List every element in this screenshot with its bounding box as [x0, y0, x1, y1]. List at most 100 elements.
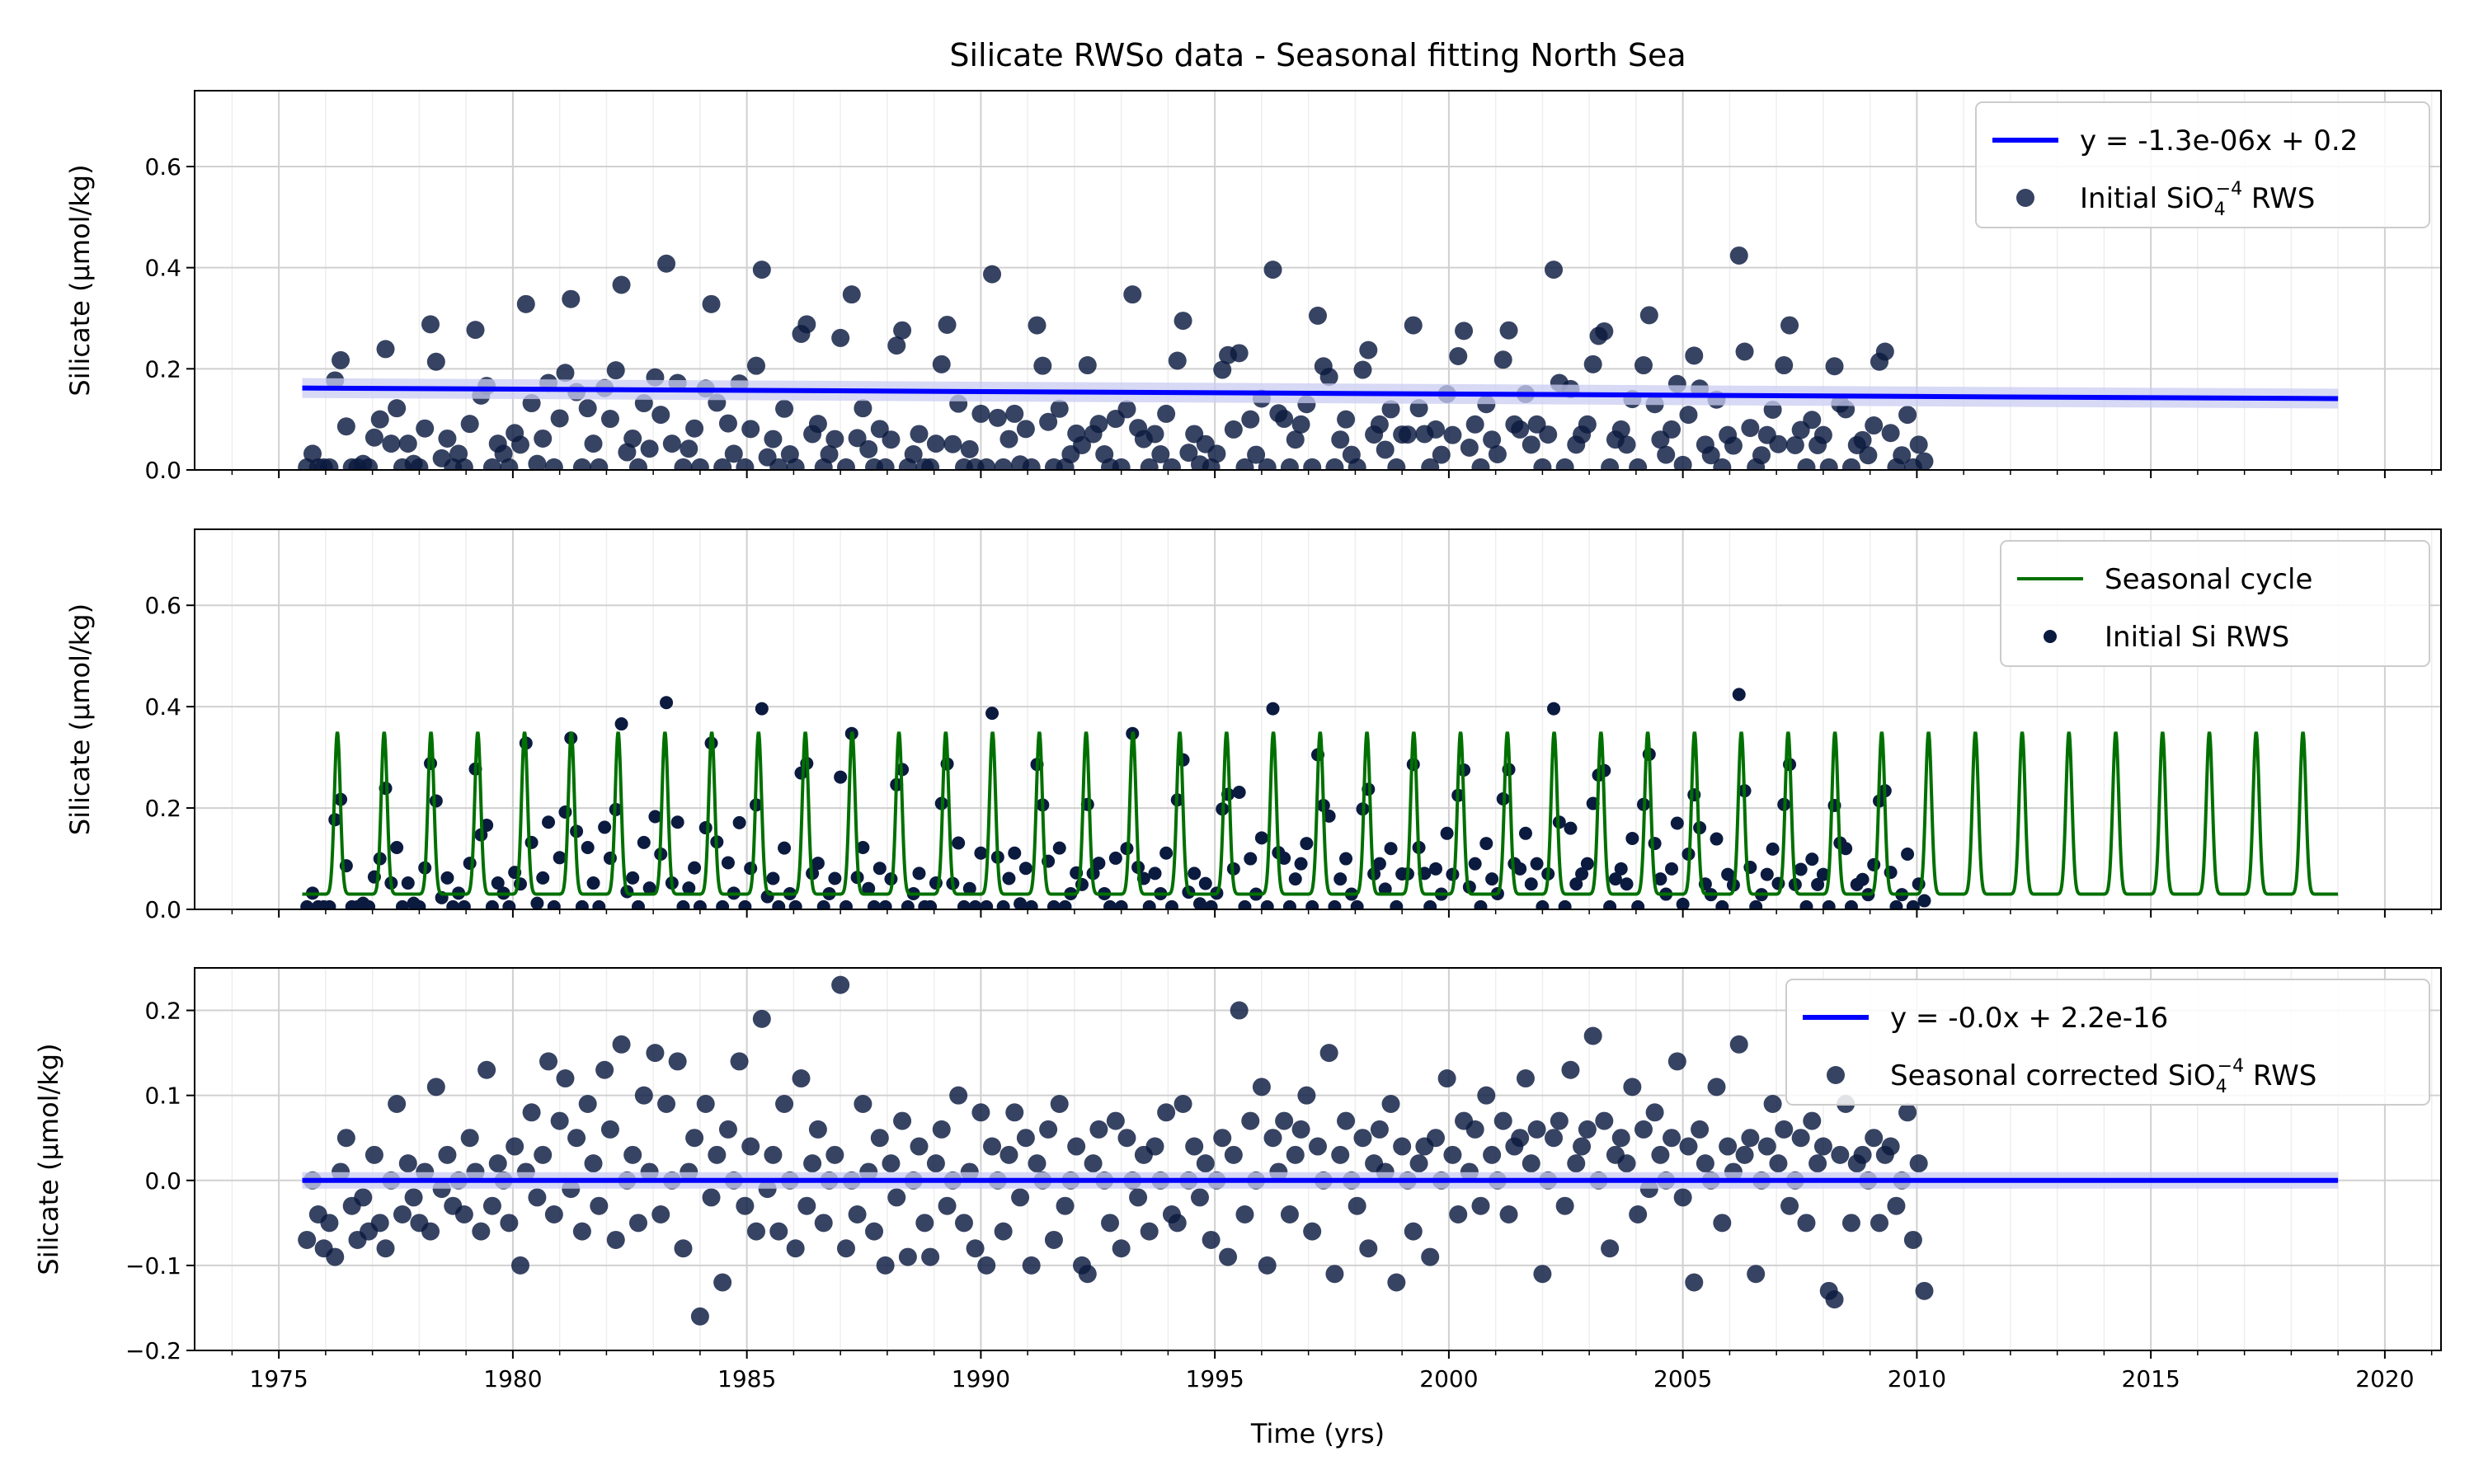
data-point: [1022, 458, 1041, 470]
data-point: [977, 1256, 996, 1275]
data-point: [528, 454, 547, 470]
data-point: [910, 425, 929, 444]
data-point: [1648, 837, 1662, 851]
data-point: [1831, 1145, 1850, 1164]
data-point: [556, 1069, 575, 1088]
data-point: [1614, 862, 1628, 876]
data-point: [336, 417, 355, 436]
plot-area: [298, 246, 2339, 470]
y-tick-label: −0.1: [125, 1252, 181, 1280]
data-point: [637, 835, 651, 849]
data-point: [797, 1196, 816, 1215]
data-point: [1511, 420, 1530, 439]
data-point: [702, 1188, 721, 1207]
data-point: [1196, 1154, 1215, 1173]
data-point: [1760, 867, 1774, 881]
data-point: [1258, 458, 1277, 470]
data-point: [1044, 1230, 1063, 1249]
data-point: [558, 805, 572, 819]
data-point: [303, 444, 322, 463]
data-point: [382, 434, 401, 453]
data-point: [1204, 899, 1218, 909]
data-point: [1016, 1129, 1035, 1148]
data-point: [732, 815, 746, 829]
data-point: [1337, 1111, 1356, 1130]
data-point: [1530, 857, 1544, 871]
data-point: [1016, 420, 1035, 439]
data-point: [354, 1188, 373, 1207]
data-point: [893, 321, 912, 340]
data-point: [932, 1120, 951, 1139]
data-point: [412, 899, 426, 909]
legend-marker-swatch: [1827, 1066, 1845, 1084]
data-point: [788, 899, 802, 909]
data-point: [657, 254, 676, 273]
legend-label: y = -0.0x + 2.2e-16: [1890, 1002, 2168, 1035]
data-point: [600, 410, 619, 429]
data-point: [904, 444, 923, 463]
data-point: [1903, 1230, 1922, 1249]
data-point: [1254, 831, 1268, 845]
data-point: [1179, 444, 1198, 463]
axes-frame: [194, 967, 2442, 1351]
data-point: [1608, 872, 1622, 886]
data-point: [572, 458, 591, 470]
data-point: [542, 815, 556, 829]
data-point: [1825, 1290, 1844, 1309]
data-point: [949, 1086, 968, 1105]
data-point: [1522, 1154, 1540, 1173]
data-point: [747, 1222, 765, 1241]
data-point: [1713, 1214, 1732, 1233]
data-point: [460, 1129, 479, 1148]
data-point: [1561, 1060, 1580, 1079]
data-point: [562, 289, 581, 308]
data-point: [1701, 446, 1720, 465]
data-point: [1735, 342, 1754, 361]
data-point: [1639, 306, 1658, 325]
data-point: [999, 430, 1018, 448]
data-point: [463, 857, 477, 871]
data-point: [1558, 899, 1572, 909]
data-point: [651, 1205, 670, 1224]
data-point: [395, 899, 409, 909]
data-point: [578, 1094, 597, 1113]
data-point: [1331, 1145, 1350, 1164]
data-point: [1207, 444, 1226, 463]
data-point: [1547, 702, 1561, 716]
data-point: [1168, 1214, 1187, 1233]
data-point: [614, 717, 628, 731]
y-tick-label: 0.2: [144, 355, 181, 383]
data-point: [404, 1188, 423, 1207]
data-point: [1050, 399, 1069, 418]
data-point: [600, 1120, 619, 1139]
data-point: [938, 1196, 957, 1215]
data-point: [1527, 1120, 1546, 1139]
data-point: [1140, 1222, 1159, 1241]
data-point: [1909, 1154, 1928, 1173]
data-point: [1089, 415, 1108, 434]
data-point: [376, 1239, 395, 1258]
data-point: [646, 1044, 665, 1063]
data-point: [954, 1214, 973, 1233]
data-point: [1499, 1205, 1518, 1224]
data-point: [398, 434, 417, 453]
data-point: [1300, 837, 1314, 851]
data-point: [1465, 1120, 1484, 1139]
y-axis-label: Silicate (μmol/kg): [33, 1043, 64, 1275]
data-point: [702, 294, 721, 313]
data-point: [1280, 458, 1299, 470]
data-point: [1735, 1145, 1754, 1164]
data-point: [764, 1145, 783, 1164]
data-point: [718, 414, 737, 433]
data-point: [854, 399, 872, 418]
data-point: [1455, 322, 1474, 340]
data-point: [1769, 1154, 1788, 1173]
data-point: [454, 458, 473, 470]
data-point: [1595, 1111, 1614, 1130]
data-point: [1291, 415, 1310, 434]
data-point: [460, 415, 479, 434]
data-point: [1673, 455, 1692, 470]
data-point: [1108, 851, 1122, 865]
data-point: [1719, 1137, 1738, 1156]
